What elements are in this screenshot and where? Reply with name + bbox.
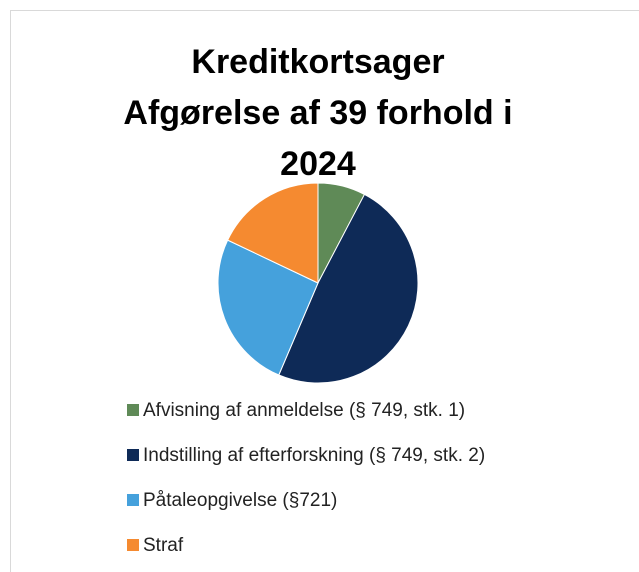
chart-title: Afgørelse af 39 forhold i <box>123 94 512 132</box>
chart-title: Kreditkortsager <box>191 43 444 81</box>
pie-slice <box>278 193 419 384</box>
pie-slice <box>226 182 319 284</box>
legend-swatch <box>127 494 139 506</box>
legend-label: Indstilling af efterforskning (§ 749, st… <box>143 445 485 466</box>
legend-label: Straf <box>143 535 184 556</box>
legend-swatch <box>127 539 139 551</box>
legend-label: Afvisning af anmeldelse (§ 749, stk. 1) <box>143 400 465 421</box>
legend-swatch <box>127 404 139 416</box>
legend-label: Påtaleopgivelse (§721) <box>143 490 337 511</box>
pie-slice <box>217 239 319 376</box>
chart-title: 2024 <box>280 145 356 183</box>
legend-swatch <box>127 449 139 461</box>
